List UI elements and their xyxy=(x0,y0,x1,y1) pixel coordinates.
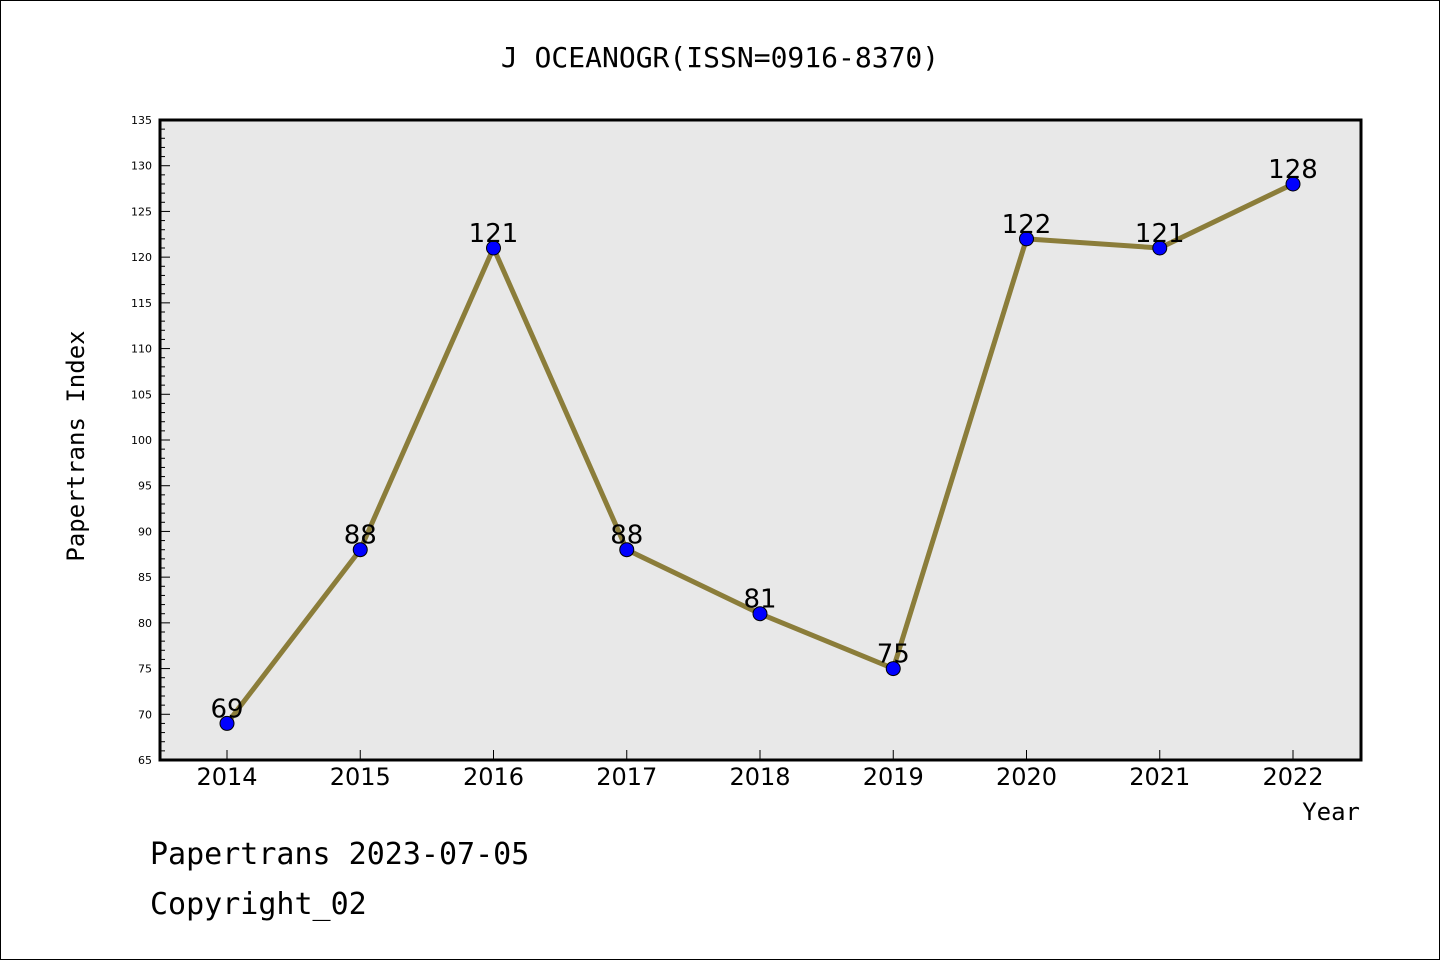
data-label: 121 xyxy=(469,219,519,249)
x-tick-label: 2018 xyxy=(729,763,790,791)
y-tick-label: 65 xyxy=(138,754,152,767)
data-label: 128 xyxy=(1268,155,1318,185)
x-axis-label: Year xyxy=(1302,798,1360,826)
y-tick-label: 135 xyxy=(131,114,152,127)
y-tick-label: 80 xyxy=(138,617,152,630)
plot-area xyxy=(158,118,1363,762)
data-label: 75 xyxy=(877,640,910,670)
y-tick-label: 90 xyxy=(138,525,152,538)
y-tick-label: 130 xyxy=(131,160,152,173)
data-point xyxy=(619,542,635,558)
x-tick-label: 2017 xyxy=(596,763,657,791)
data-labels: 69 88 121 88 81 75 122 121 128 xyxy=(210,155,1317,724)
data-point xyxy=(352,542,368,558)
data-label: 88 xyxy=(610,521,643,551)
x-tick-label: 2020 xyxy=(996,763,1057,791)
data-point xyxy=(752,606,768,622)
chart-title: J OCEANOGR(ISSN=0916-8370) xyxy=(501,41,939,74)
y-tick-label: 115 xyxy=(131,297,152,310)
x-tick-label: 2016 xyxy=(463,763,524,791)
x-tick-label: 2021 xyxy=(1129,763,1190,791)
footer-date: Papertrans 2023-07-05 xyxy=(150,837,529,872)
y-tick-label: 85 xyxy=(138,571,152,584)
data-point xyxy=(219,715,235,731)
x-tick-label: 2014 xyxy=(196,763,257,791)
data-points xyxy=(219,176,1301,731)
y-axis-label: Papertrans Index xyxy=(62,330,90,561)
y-tick-label: 125 xyxy=(131,205,152,218)
y-tick-label: 120 xyxy=(131,251,152,264)
x-tick-label: 2015 xyxy=(330,763,391,791)
data-label: 122 xyxy=(1002,210,1052,240)
y-tick-label: 70 xyxy=(138,708,152,721)
data-label: 81 xyxy=(743,585,776,615)
data-label: 88 xyxy=(344,521,377,551)
x-axis: 2014 2015 2016 2017 2018 2019 2020 2021 2022 xyxy=(196,750,1324,791)
x-tick-label: 2019 xyxy=(863,763,924,791)
data-label: 69 xyxy=(210,694,243,724)
footer-copyright: Copyright_02 xyxy=(150,887,367,922)
y-tick-label: 95 xyxy=(138,480,152,493)
x-tick-label: 2022 xyxy=(1262,763,1323,791)
data-label: 121 xyxy=(1135,219,1185,249)
data-point xyxy=(1152,240,1168,256)
y-axis: 65 70 75 80 85 90 95 100 105 110 115 120 125 130 135 xyxy=(131,114,170,767)
y-tick-label: 110 xyxy=(131,343,152,356)
data-point xyxy=(486,240,501,256)
y-tick-label: 100 xyxy=(131,434,152,447)
data-point xyxy=(1019,231,1034,247)
data-point xyxy=(885,661,901,677)
data-point xyxy=(1285,176,1301,192)
y-tick-label: 75 xyxy=(138,663,152,676)
y-tick-label: 105 xyxy=(131,388,152,401)
